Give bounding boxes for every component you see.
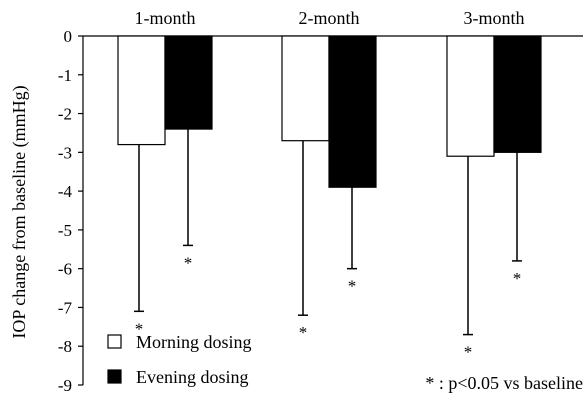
legend-swatch-morning [107,334,122,349]
bar-evening [328,35,377,188]
legend-label-evening: Evening dosing [136,367,249,387]
y-tick-label: 0 [64,27,73,46]
y-tick-label: -9 [58,376,72,395]
y-tick-label: -1 [58,66,72,85]
bar-morning [446,35,495,157]
bar-evening [164,35,213,130]
y-tick-label: -8 [58,337,72,356]
significance-marker: * [184,253,193,272]
y-tick-label: -4 [58,182,73,201]
bars-layer [117,35,542,336]
bar-evening [493,35,542,153]
legend-label-morning: Morning dosing [136,332,252,352]
significance-marker: * [513,269,522,288]
significance-marker: * [135,319,144,338]
y-tick-label: -6 [58,260,72,279]
axis-layer: 0 -1 -2 -3 -4 -5 -6 -7 -8 -9 [58,27,583,395]
y-tick-label: -2 [58,105,72,124]
significance-note: * : p<0.05 vs baseline [425,373,583,393]
legend-swatch-evening [107,369,122,384]
significance-marker: * [464,343,473,362]
y-tick-label: -7 [58,298,73,317]
legend: Morning dosing Evening dosing [107,332,252,387]
y-tick-label: -3 [58,143,72,162]
significance-marker: * [299,323,308,342]
significance-marker: * [348,277,357,296]
category-label: 3-month [464,8,525,28]
labels-layer: 1-month 2-month 3-month * * * * * * [135,8,525,362]
category-label: 2-month [299,8,360,28]
y-axis-label: IOP change from baseline (mmHg) [9,85,30,338]
bar-morning [281,35,330,142]
category-label: 1-month [135,8,196,28]
bar-morning [117,35,166,146]
y-tick-label: -5 [58,221,72,240]
